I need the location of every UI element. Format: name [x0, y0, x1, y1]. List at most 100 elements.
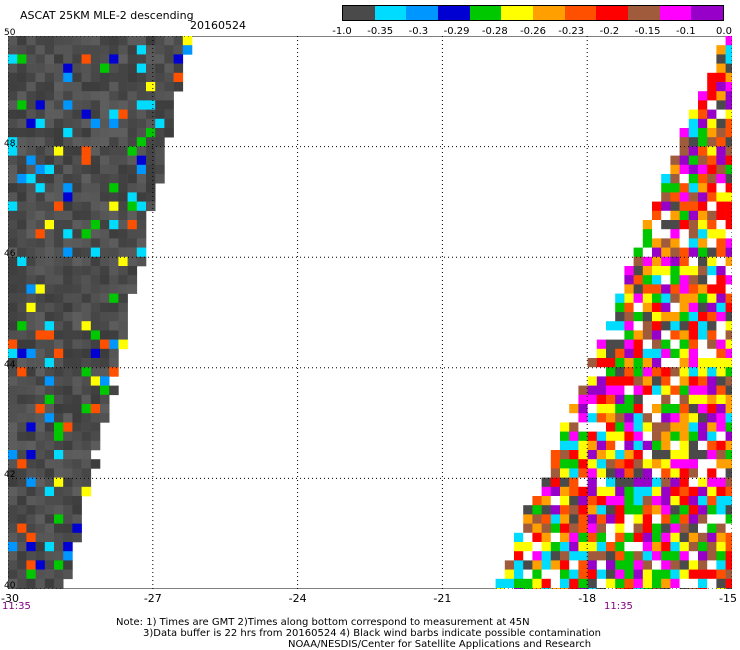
- swath-cell: [8, 477, 18, 488]
- swath-cell: [72, 321, 82, 331]
- swath-cell: [63, 440, 73, 451]
- swath-cell: [725, 486, 732, 497]
- swath-cell: [596, 551, 607, 561]
- colorbar-swatch: [374, 6, 407, 20]
- swath-cell: [615, 542, 625, 552]
- swath-cell: [8, 100, 18, 110]
- swath-cell: [596, 505, 607, 515]
- colorbar-swatch: [659, 6, 692, 20]
- colorbar: [342, 5, 724, 21]
- swath-cell: [118, 91, 128, 101]
- swath-cell: [54, 450, 64, 460]
- swath-cell: [688, 210, 699, 221]
- swath-cell: [560, 523, 570, 534]
- swath-cell: [44, 192, 55, 202]
- swath-cell: [26, 82, 36, 92]
- swath-cell: [72, 63, 82, 74]
- swath-cell: [44, 275, 55, 285]
- swath-cell: [63, 118, 73, 129]
- swath-cell: [716, 146, 726, 156]
- swath-cell: [81, 82, 92, 92]
- swath-cell: [679, 542, 690, 552]
- swath-cell: [8, 551, 18, 561]
- swath-cell: [707, 477, 717, 488]
- swath-cell: [514, 588, 524, 589]
- swath-cell: [707, 302, 717, 313]
- swath-cell: [17, 496, 27, 506]
- swath-cell: [688, 477, 699, 488]
- swath-cell: [670, 532, 680, 543]
- swath-cell: [615, 431, 625, 442]
- swath-cell: [698, 376, 708, 386]
- swath-cell: [35, 404, 46, 414]
- swath-cell: [679, 551, 690, 561]
- swath-cell: [72, 523, 82, 534]
- swath-cell: [118, 54, 128, 64]
- swath-cell: [26, 201, 36, 212]
- swath-cell: [90, 312, 101, 322]
- swath-cell: [146, 109, 156, 120]
- swath-cell: [532, 514, 542, 524]
- swath-cell: [652, 385, 662, 396]
- swath-cell: [63, 523, 73, 534]
- swath-cell: [63, 560, 73, 570]
- swath-cell: [707, 201, 717, 212]
- swath-cell: [523, 569, 533, 580]
- swath-cell: [652, 275, 662, 285]
- swath-cell: [624, 302, 634, 313]
- swath-cell: [26, 348, 36, 359]
- swath-cell: [652, 201, 662, 212]
- swath-cell: [8, 496, 18, 506]
- swath-cell: [109, 256, 119, 267]
- swath-cell: [642, 404, 653, 414]
- swath-cell: [35, 275, 46, 285]
- swath-cell: [90, 36, 101, 46]
- swath-cell: [569, 468, 579, 478]
- swath-cell: [707, 284, 717, 294]
- swath-cell: [514, 532, 524, 543]
- swath-cell: [578, 588, 588, 589]
- swath-cell: [17, 293, 27, 304]
- swath-cell: [26, 137, 36, 147]
- swath-cell: [615, 312, 625, 322]
- swath-cell: [698, 109, 708, 120]
- swath-cell: [569, 505, 579, 515]
- swath-cell: [725, 312, 732, 322]
- swath-cell: [578, 459, 588, 469]
- swath-cell: [90, 128, 101, 138]
- swath-cell: [688, 275, 699, 285]
- swath-cell: [54, 376, 64, 386]
- swath-cell: [63, 247, 73, 258]
- swath-cell: [72, 174, 82, 184]
- swath-cell: [606, 468, 616, 478]
- swath-cell: [716, 459, 726, 469]
- swath-cell: [550, 450, 561, 460]
- swath-cell: [707, 560, 717, 570]
- swath-cell: [652, 376, 662, 386]
- swath-cell: [35, 312, 46, 322]
- swath-cell: [688, 404, 699, 414]
- swath-cell: [670, 404, 680, 414]
- swath-cell: [624, 551, 634, 561]
- swath-cell: [661, 229, 671, 239]
- swath-cell: [716, 532, 726, 543]
- swath-cell: [560, 459, 570, 469]
- swath-cell: [707, 210, 717, 221]
- swath-cell: [63, 486, 73, 497]
- swath-cell: [81, 118, 92, 129]
- swath-cell: [624, 440, 634, 451]
- swath-cell: [81, 210, 92, 221]
- swath-cell: [63, 385, 73, 396]
- swath-cell: [725, 284, 732, 294]
- swath-cell: [587, 468, 598, 478]
- swath-cell: [127, 146, 138, 156]
- longitude-label: -18: [578, 592, 597, 605]
- swath-cell: [670, 339, 680, 350]
- swath-cell: [26, 551, 36, 561]
- swath-cell: [100, 275, 110, 285]
- swath-cell: [81, 155, 92, 166]
- swath-cell: [44, 477, 55, 488]
- swath-cell: [670, 302, 680, 313]
- swath-cell: [26, 505, 36, 515]
- swath-cell: [146, 192, 156, 202]
